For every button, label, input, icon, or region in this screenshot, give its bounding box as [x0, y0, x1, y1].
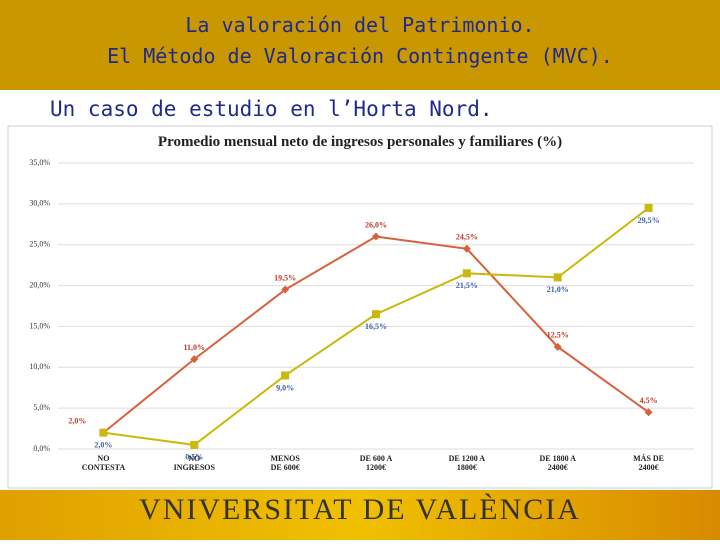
data-label: 0,5%: [185, 453, 203, 462]
y-tick-label: 20,0%: [29, 280, 50, 289]
y-tick-label: 25,0%: [29, 240, 50, 249]
marker: [644, 408, 653, 417]
data-label: 24,5%: [456, 233, 478, 242]
y-tick-label: 35,0%: [29, 158, 50, 167]
marker: [462, 244, 471, 253]
y-tick-label: 10,0%: [29, 362, 50, 371]
marker: [553, 342, 562, 351]
marker: [281, 285, 290, 294]
marker: [372, 232, 380, 241]
y-tick-label: 30,0%: [29, 199, 50, 208]
footer-band: [0, 490, 720, 540]
title-line: La valoración del Patrimonio.: [185, 13, 534, 37]
marker: [644, 203, 653, 212]
marker: [190, 355, 199, 364]
data-label: 2,0%: [68, 416, 86, 425]
x-tick-label: MENOS DE 600€: [270, 454, 300, 472]
x-tick-label: DE 1200 A 1800€: [449, 454, 486, 472]
data-label: 2,0%: [94, 440, 112, 449]
data-label: 4,5%: [640, 396, 658, 405]
header-band: [0, 0, 720, 90]
y-tick-label: 15,0%: [29, 321, 50, 330]
title-line: El Método de Valoración Contingente (MVC…: [107, 44, 613, 68]
data-label: 29,5%: [638, 216, 660, 225]
x-tick-label: MÁS DE 2400€: [633, 453, 664, 472]
data-label: 16,5%: [365, 322, 387, 331]
y-tick-label: 5,0%: [33, 403, 50, 412]
marker: [190, 440, 199, 449]
data-label: 12,5%: [547, 331, 569, 340]
marker: [372, 310, 380, 319]
data-label: 21,0%: [547, 285, 569, 294]
x-tick-label: NO CONTESTA: [82, 454, 126, 472]
data-label: 9,0%: [276, 383, 294, 392]
marker: [553, 273, 562, 282]
plot: 0,0% 5,0% 10,0% 15,0% 20,0% 25,0% 30,0% 35,0% NO…: [29, 158, 694, 472]
marker: [462, 269, 471, 278]
data-label: 21,5%: [456, 281, 478, 290]
x-tick-label: NO INGRESOS: [174, 454, 216, 472]
marker: [99, 428, 108, 437]
x-tick-label: DE 1800 A 2400€: [539, 454, 576, 472]
x-tick-label: DE 600 A 1200€: [360, 454, 393, 472]
chart-frame: [7, 125, 713, 489]
y-tick-label: 0,0%: [33, 444, 50, 453]
chart-title: Promedio mensual neto de ingresos person…: [158, 134, 562, 150]
data-label: 11,0%: [184, 343, 206, 352]
marker: [281, 371, 290, 380]
data-label: 19,5%: [274, 273, 296, 282]
subtitle: Un caso de estudio en l’Horta Nord.: [50, 97, 493, 121]
logo: VNIVERSITAT DE VALÈNCIA: [139, 493, 581, 526]
data-label: 26,0%: [365, 220, 387, 229]
